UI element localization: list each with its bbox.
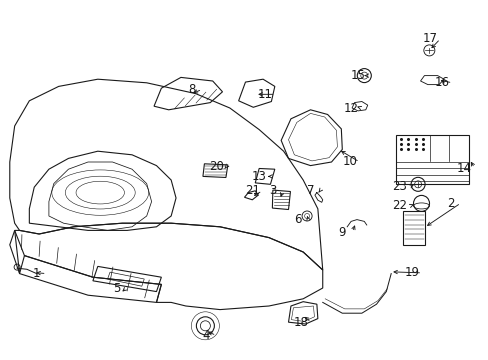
- Text: 8: 8: [188, 83, 196, 96]
- Text: 13: 13: [251, 170, 266, 183]
- Text: 4: 4: [202, 329, 210, 342]
- Text: 16: 16: [434, 76, 449, 89]
- Text: 15: 15: [350, 69, 365, 82]
- Text: 19: 19: [404, 266, 419, 279]
- Text: 6: 6: [294, 213, 302, 226]
- Text: 9: 9: [338, 226, 346, 239]
- Text: 12: 12: [343, 102, 358, 114]
- Text: 2: 2: [446, 197, 454, 210]
- Text: 1: 1: [33, 267, 41, 280]
- Text: 21: 21: [244, 184, 259, 197]
- Text: 17: 17: [422, 32, 437, 45]
- Text: 10: 10: [342, 156, 356, 168]
- Text: 22: 22: [392, 199, 407, 212]
- Text: 20: 20: [209, 160, 224, 173]
- Text: 14: 14: [456, 162, 471, 175]
- Text: 7: 7: [306, 184, 314, 197]
- Text: 23: 23: [392, 180, 407, 193]
- Text: 11: 11: [258, 88, 272, 101]
- Text: 3: 3: [268, 184, 276, 197]
- Text: 5: 5: [112, 282, 120, 294]
- Text: 18: 18: [293, 316, 308, 329]
